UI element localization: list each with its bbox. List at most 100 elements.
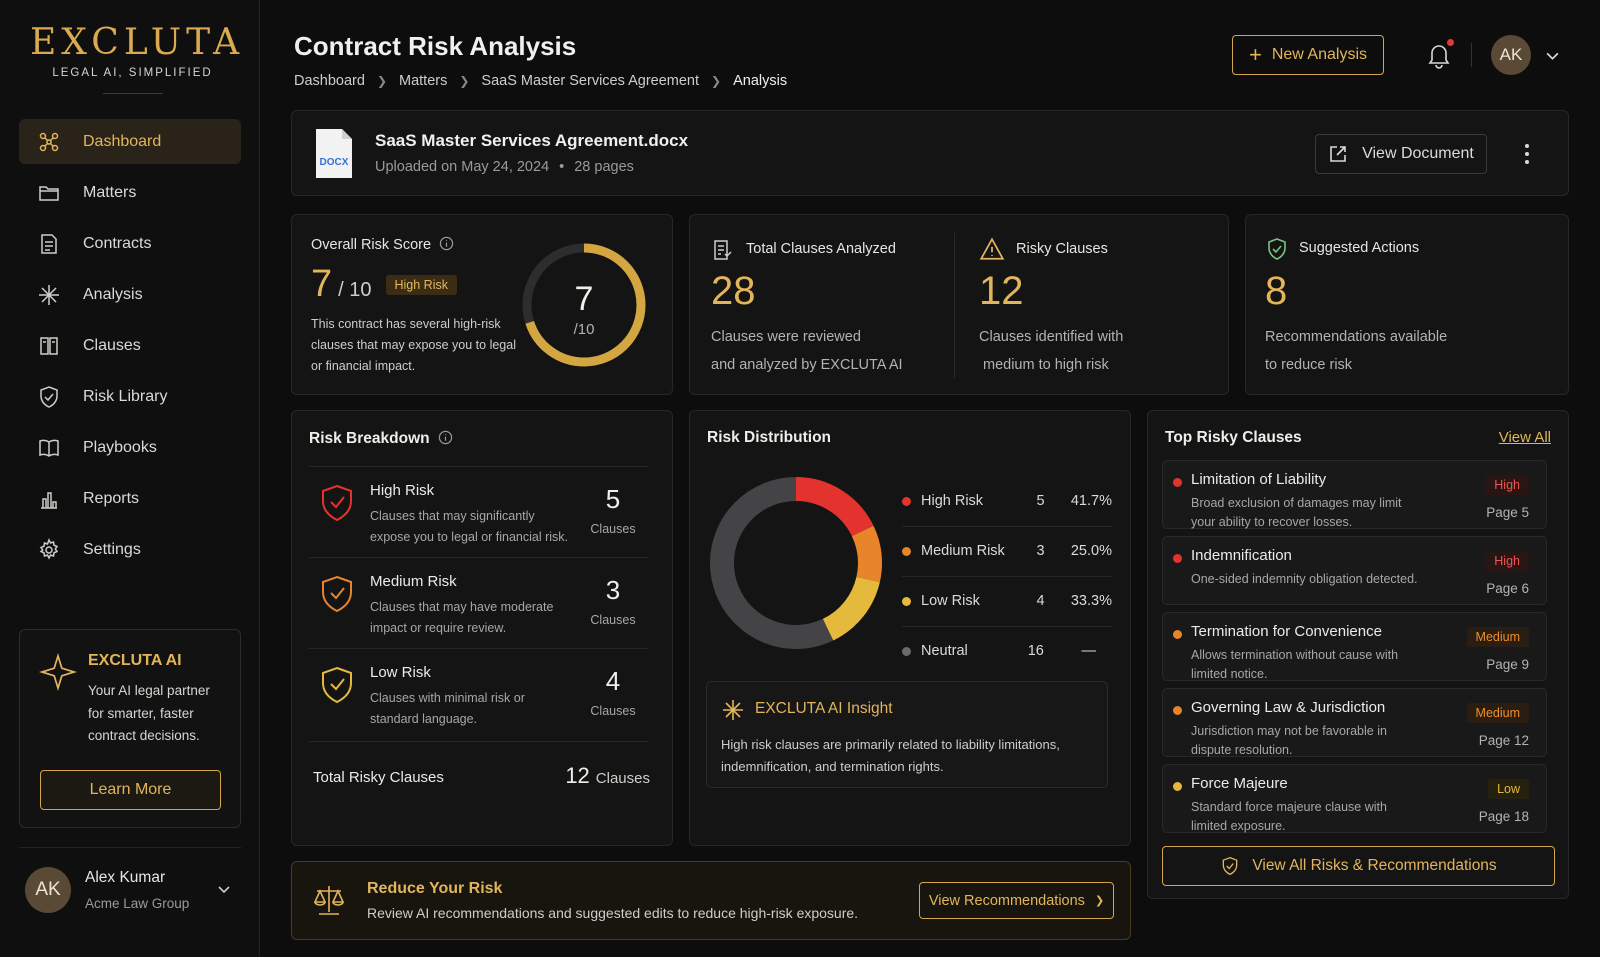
list-item[interactable]: High Risk Clauses that may significantly…	[308, 468, 648, 558]
breadcrumb-item[interactable]: Matters	[399, 73, 448, 89]
document-icon	[41, 233, 57, 254]
list-item[interactable]: Indemnification One-sided indemnity oblig…	[1162, 536, 1547, 605]
legend-name: Low Risk	[921, 593, 980, 609]
sidebar: EXCLUTA LEGAL AI, SIMPLIFIED Dashboard M…	[0, 0, 260, 957]
sidebar-item-clauses[interactable]: Clauses	[19, 323, 241, 368]
sidebar-item-label: Settings	[83, 540, 141, 558]
gauge-out-of: /10	[574, 321, 595, 338]
breakdown-title: High Risk	[370, 482, 435, 499]
breadcrumb-item[interactable]: Dashboard	[294, 73, 365, 89]
banner-text: Review AI recommendations and suggested …	[367, 905, 859, 921]
divider	[902, 576, 1112, 577]
breakdown-unit: Clauses	[590, 704, 636, 718]
stat-desc-line: to reduce risk	[1265, 357, 1353, 373]
divider	[308, 466, 648, 467]
info-icon[interactable]	[438, 430, 453, 445]
risk-breakdown-card: Risk Breakdown High Risk Clauses that ma…	[291, 410, 673, 846]
stat-desc: Clauses identified with medium to high ri…	[979, 323, 1123, 379]
shield-check-icon	[322, 666, 352, 704]
stat-desc-line: Clauses identified with	[979, 329, 1124, 345]
avatar[interactable]: AK	[1491, 35, 1531, 75]
sidebar-item-label: Risk Library	[83, 387, 168, 405]
sidebar-item-matters[interactable]: Matters	[19, 170, 241, 215]
user-name: Alex Kumar	[85, 869, 166, 886]
sidebar-item-label: Clauses	[83, 336, 141, 354]
list-item[interactable]: Medium Risk Clauses that may have modera…	[308, 559, 648, 649]
card-title-text: Overall Risk Score	[311, 237, 432, 253]
more-options-icon[interactable]	[1524, 143, 1530, 165]
legend-dot	[902, 646, 911, 656]
view-recommendations-button[interactable]: View Recommendations ❯	[919, 882, 1114, 919]
clause-page: Page 9	[1486, 657, 1529, 672]
button-label: View All Risks & Recommendations	[1252, 857, 1497, 874]
view-all-risks-button[interactable]: View All Risks & Recommendations	[1162, 846, 1555, 886]
list-item[interactable]: Low Risk Clauses with minimal risk or st…	[308, 650, 648, 740]
breakdown-title: Medium Risk	[370, 573, 457, 590]
list-item[interactable]: Limitation of Liability Broad exclusion o…	[1162, 460, 1547, 529]
stat-desc: Clauses were reviewed and analyzed by EXC…	[711, 323, 903, 379]
legend-name: High Risk	[921, 493, 984, 509]
sidebar-item-label: Reports	[83, 489, 140, 507]
sidebar-item-settings[interactable]: Settings	[19, 527, 241, 572]
stat-value: 12	[979, 269, 1024, 313]
gear-icon	[39, 537, 59, 560]
sidebar-item-risk-library[interactable]: Risk Library	[19, 374, 241, 419]
chevron-right-icon: ❯	[1094, 895, 1105, 907]
clause-desc: Jurisdiction may not be favorable in dis…	[1191, 724, 1387, 757]
card-title-text: Risk Breakdown	[309, 430, 430, 447]
sidebar-item-contracts[interactable]: Contracts	[19, 221, 241, 266]
chevron-down-icon[interactable]	[1545, 48, 1560, 63]
document-meta: Uploaded on May 24, 2024 • 28 pages	[375, 159, 634, 175]
breadcrumb-current: Analysis	[733, 73, 788, 89]
avatar[interactable]: AK	[25, 867, 71, 913]
suggested-actions-card: Suggested Actions 8 Recommendations avai…	[1245, 214, 1569, 395]
sparkle-icon	[39, 284, 59, 305]
clause-page: Page 18	[1478, 809, 1529, 824]
severity-dot	[1173, 478, 1182, 487]
file-type-label: DOCX	[320, 157, 349, 168]
breakdown-count: 4	[605, 666, 621, 696]
chevron-right-icon: ❯	[376, 74, 387, 88]
sidebar-item-label: Playbooks	[83, 438, 157, 456]
risk-description: This contract has several high-risk clau…	[311, 317, 516, 373]
breakdown-count: 3	[605, 575, 621, 605]
shield-check-icon	[1268, 238, 1286, 260]
list-item[interactable]: Governing Law & Jurisdiction Jurisdiction…	[1162, 688, 1547, 757]
sidebar-item-reports[interactable]: Reports	[19, 476, 241, 521]
learn-more-button[interactable]: Learn More	[40, 770, 221, 810]
legend-dot	[902, 496, 911, 506]
insight-title: EXCLUTA AI Insight	[755, 700, 893, 717]
open-book-icon	[39, 439, 59, 457]
external-link-icon	[1330, 146, 1346, 162]
breadcrumb-item[interactable]: SaaS Master Services Agreement	[481, 73, 700, 89]
divider	[954, 233, 955, 378]
clause-title: Limitation of Liability	[1191, 471, 1327, 488]
shield-icon	[40, 385, 58, 408]
sidebar-item-analysis[interactable]: Analysis	[19, 272, 241, 317]
breakdown-title: Low Risk	[370, 664, 431, 681]
donut-slice-neutral	[710, 477, 882, 649]
legend-item-medium: Medium Risk 3 25.0%	[902, 527, 1112, 575]
sidebar-item-dashboard[interactable]: Dashboard	[19, 119, 241, 164]
sidebar-item-playbooks[interactable]: Playbooks	[19, 425, 241, 470]
sidebar-item-label: Contracts	[83, 234, 152, 252]
info-icon[interactable]	[439, 236, 454, 251]
view-all-link[interactable]: View All	[1498, 429, 1551, 446]
list-item[interactable]: Termination for Convenience Allows termin…	[1162, 612, 1547, 681]
total-unit: Clauses	[595, 770, 650, 787]
logo-wordmark: EXCLUTA	[30, 22, 245, 63]
legend-dot	[902, 596, 911, 606]
chevron-down-icon[interactable]	[217, 882, 231, 896]
severity-dot	[1173, 554, 1182, 563]
legend-item-neutral: Neutral 16 —	[902, 627, 1112, 675]
bell-icon[interactable]	[1426, 41, 1452, 69]
promo-text: Your AI legal partner for smarter, faste…	[88, 683, 210, 743]
view-document-button[interactable]: View Document	[1315, 134, 1487, 174]
risk-score: 7 / 10 High Risk	[311, 263, 457, 306]
new-analysis-button[interactable]: + New Analysis	[1232, 35, 1384, 75]
stat-desc-line: medium to high risk	[983, 357, 1109, 373]
list-item[interactable]: Force Majeure Standard force majeure clau…	[1162, 764, 1547, 833]
book-icon	[40, 336, 58, 355]
logo: EXCLUTA LEGAL AI, SIMPLIFIED	[30, 22, 245, 94]
breakdown-desc: Clauses with minimal risk or standard la…	[370, 691, 525, 726]
